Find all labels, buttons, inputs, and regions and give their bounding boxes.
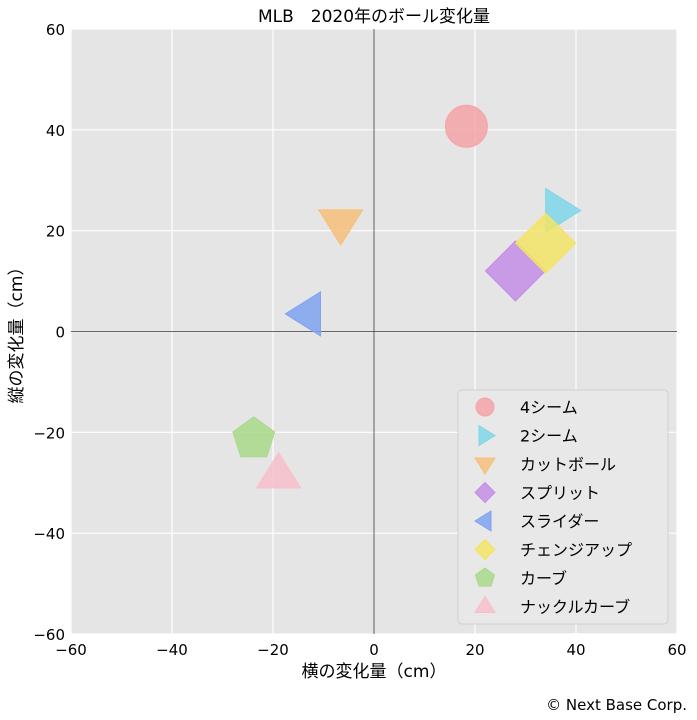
legend-marker-triangle-down: [474, 457, 496, 475]
x-tick-label: 60: [667, 641, 686, 659]
legend-label: カットボール: [520, 455, 616, 474]
zero-lines: [71, 29, 677, 634]
y-tick-labels: 60 40 20 0 −20 −40 −60: [33, 21, 65, 644]
chart-title: MLB 2020年のボール変化量: [258, 7, 490, 27]
y-tick-label: −60: [33, 626, 65, 644]
credit-text: © Next Base Corp.: [546, 696, 687, 714]
legend-label: チェンジアップ: [520, 541, 632, 560]
legend-label: スライダー: [520, 512, 599, 531]
y-tick-label: 20: [46, 223, 65, 241]
legend-marker-pentagon: [474, 567, 496, 587]
legend-marker-triangle-left: [474, 510, 492, 532]
legend-label: スプリット: [520, 484, 600, 503]
legend-label: 4シーム: [520, 398, 578, 417]
x-tick-label: 40: [566, 641, 585, 659]
legend-marker-diamond: [474, 481, 496, 504]
legend-marker-circle: [475, 397, 495, 417]
y-tick-label: 60: [46, 21, 65, 39]
marker-pentagon: [232, 416, 276, 458]
x-tick-label: 20: [465, 641, 484, 659]
x-tick-labels: −60 −40 −20 0 20 40 60: [55, 641, 686, 659]
data-markers: [232, 104, 582, 489]
marker-triangle-up: [255, 451, 302, 489]
x-tick-label: −40: [156, 641, 188, 659]
legend-marker-triangle-right: [478, 424, 496, 447]
marker-triangle-down: [317, 209, 364, 247]
marker-diamond: [514, 212, 577, 275]
legend-label: カーブ: [520, 569, 567, 588]
x-tick-label: 0: [369, 641, 379, 659]
y-tick-label: −20: [33, 424, 65, 442]
x-axis-title: 横の変化量（cm）: [302, 662, 447, 682]
legend-label: ナックルカーブ: [520, 598, 630, 617]
marker-triangle-left: [284, 290, 321, 337]
legend: 4シーム 2シームカットボールスプリットスライダーチェンジアップカーブナックルカー…: [457, 389, 669, 625]
y-tick-label: −40: [33, 525, 65, 543]
x-tick-label: −20: [257, 641, 289, 659]
y-axis-title: 縦の変化量（cm）: [7, 259, 27, 404]
legend-marker-diamond: [474, 538, 496, 561]
y-tick-label: 40: [46, 122, 65, 140]
y-tick-label: 0: [55, 324, 65, 342]
legend-box: [457, 389, 669, 625]
legend-marker-triangle-up: [474, 595, 496, 613]
x-tick-label: −60: [55, 641, 87, 659]
marker-circle: [444, 104, 488, 148]
legend-label: 2シーム: [520, 427, 578, 446]
